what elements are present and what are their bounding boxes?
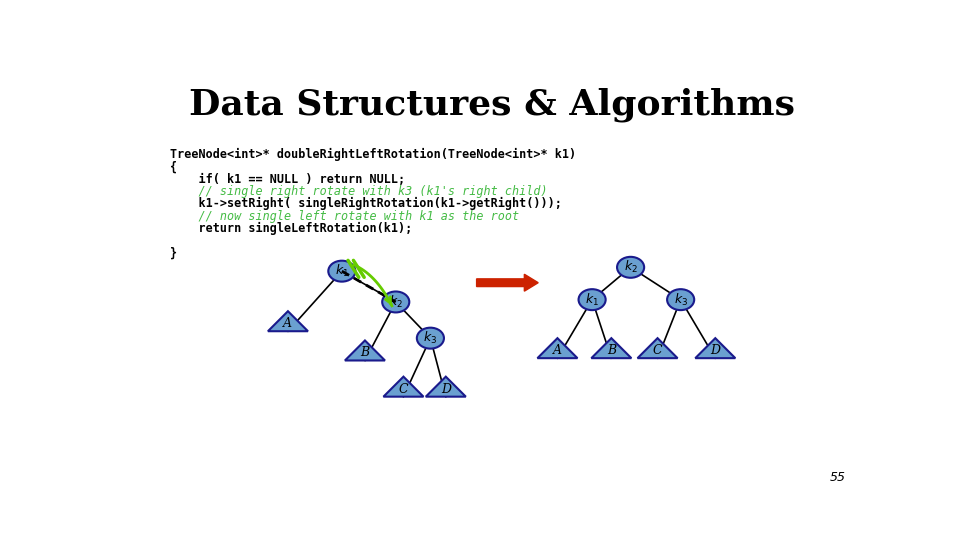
Text: Data Structures & Algorithms: Data Structures & Algorithms <box>189 88 795 123</box>
Text: }: } <box>170 247 178 260</box>
Ellipse shape <box>667 289 694 310</box>
Ellipse shape <box>382 292 409 313</box>
Text: $k_1$: $k_1$ <box>585 292 599 308</box>
Polygon shape <box>695 338 735 358</box>
Text: $k_3$: $k_3$ <box>674 292 687 308</box>
Ellipse shape <box>617 257 644 278</box>
Polygon shape <box>538 338 578 358</box>
Polygon shape <box>426 377 466 397</box>
Ellipse shape <box>417 328 444 349</box>
Text: D: D <box>441 382 451 396</box>
FancyArrow shape <box>476 274 539 291</box>
Text: $k_1$: $k_1$ <box>335 263 348 279</box>
Text: B: B <box>607 344 616 357</box>
Polygon shape <box>345 340 385 361</box>
Text: // now single left rotate with k1 as the root: // now single left rotate with k1 as the… <box>170 210 519 222</box>
Text: C: C <box>653 344 662 357</box>
Text: C: C <box>398 382 408 396</box>
Text: $k_3$: $k_3$ <box>423 330 438 346</box>
Polygon shape <box>637 338 678 358</box>
Text: // single right rotate with k3 (k1's right child): // single right rotate with k3 (k1's rig… <box>170 185 548 198</box>
Text: $k_2$: $k_2$ <box>624 259 637 275</box>
Ellipse shape <box>579 289 606 310</box>
Text: B: B <box>360 346 370 360</box>
Text: TreeNode<int>* doubleRightLeftRotation(TreeNode<int>* k1): TreeNode<int>* doubleRightLeftRotation(T… <box>170 148 576 161</box>
Text: return singleLeftRotation(k1);: return singleLeftRotation(k1); <box>170 222 413 235</box>
Text: if( k1 == NULL ) return NULL;: if( k1 == NULL ) return NULL; <box>170 173 405 186</box>
Polygon shape <box>268 311 308 331</box>
Polygon shape <box>383 377 423 397</box>
Ellipse shape <box>328 261 355 282</box>
Text: {: { <box>170 160 178 173</box>
Text: 55: 55 <box>830 471 846 484</box>
Text: A: A <box>553 344 562 357</box>
Text: k1->setRight( singleRightRotation(k1->getRight()));: k1->setRight( singleRightRotation(k1->ge… <box>170 197 562 211</box>
Polygon shape <box>591 338 632 358</box>
Text: A: A <box>283 317 293 330</box>
Text: $k_2$: $k_2$ <box>389 294 402 310</box>
Text: D: D <box>710 344 720 357</box>
